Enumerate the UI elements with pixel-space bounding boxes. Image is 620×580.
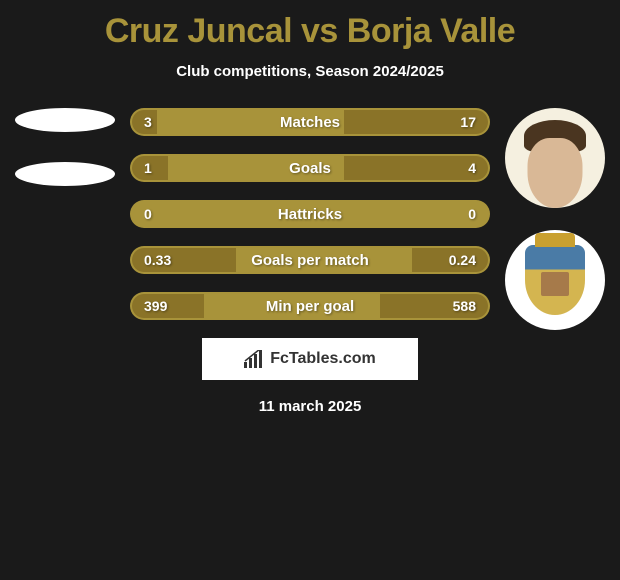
stat-bar: 1 Goals 4 <box>130 154 490 182</box>
stat-value-right: 4 <box>468 160 476 176</box>
stat-label: Goals per match <box>251 252 369 269</box>
stat-value-left: 0.33 <box>144 252 171 268</box>
stat-value-right: 0.24 <box>449 252 476 268</box>
player-right-avatar <box>505 108 605 208</box>
player-left-column <box>10 108 120 206</box>
page-title: Cruz Juncal vs Borja Valle <box>0 0 620 51</box>
stats-container: 3 Matches 17 1 Goals 4 0 Hattricks 0 0.33 Goals pe… <box>130 108 490 320</box>
stat-label: Goals <box>289 160 331 177</box>
stat-bar: 3 Matches 17 <box>130 108 490 136</box>
chart-icon <box>244 350 264 368</box>
stat-value-right: 17 <box>460 114 476 130</box>
stat-value-left: 399 <box>144 298 167 314</box>
stat-value-right: 0 <box>468 206 476 222</box>
stat-label: Matches <box>280 114 340 131</box>
stat-label: Hattricks <box>278 206 342 223</box>
player-left-crest-placeholder <box>15 162 115 186</box>
player-left-avatar-placeholder <box>15 108 115 132</box>
stat-bar: 0 Hattricks 0 <box>130 200 490 228</box>
stat-bar: 0.33 Goals per match 0.24 <box>130 246 490 274</box>
comparison-area: 3 Matches 17 1 Goals 4 0 Hattricks 0 0.33 Goals pe… <box>0 108 620 415</box>
stat-label: Min per goal <box>266 298 354 315</box>
watermark-text: FcTables.com <box>270 350 376 368</box>
player-right-column <box>500 108 610 330</box>
watermark: FcTables.com <box>202 338 418 380</box>
player-right-crest <box>505 230 605 330</box>
stat-bar: 399 Min per goal 588 <box>130 292 490 320</box>
stat-fill-left <box>132 294 204 318</box>
stat-fill-right <box>344 156 488 180</box>
stat-value-left: 3 <box>144 114 152 130</box>
stat-value-right: 588 <box>453 298 476 314</box>
stat-value-left: 0 <box>144 206 152 222</box>
page-subtitle: Club competitions, Season 2024/2025 <box>0 63 620 80</box>
stat-value-left: 1 <box>144 160 152 176</box>
date-line: 11 march 2025 <box>10 398 610 415</box>
